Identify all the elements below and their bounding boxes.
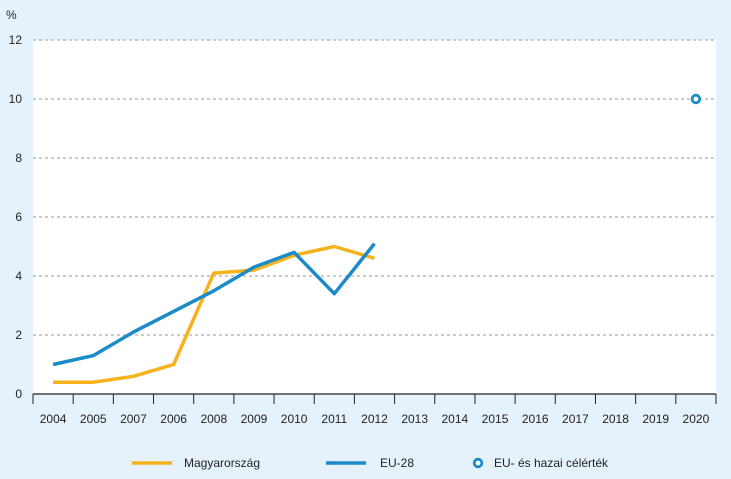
y-axis: 0 2 4 6 8 10 12 (9, 33, 23, 401)
y-unit-label: % (6, 8, 17, 22)
x-tick-label-2008: 2008 (200, 412, 227, 426)
x-axis: 2004 2005 2007 2006 2008 2009 2010 2011 2012 2013… (32, 393, 717, 426)
legend-marker-target (472, 457, 484, 469)
x-tick-label-2020: 2020 (683, 412, 710, 426)
x-tick-label-2019: 2019 (642, 412, 669, 426)
x-tick-label-2014: 2014 (442, 412, 469, 426)
series-line-magyarorszag (53, 244, 375, 384)
x-tick-label-2005: 2005 (80, 412, 107, 426)
legend-label-target: EU- és hazai célérték (494, 456, 609, 470)
y-tick-label-4: 4 (15, 269, 22, 283)
y-tick-label-12: 12 (9, 33, 23, 47)
x-tick-label-2018: 2018 (602, 412, 629, 426)
x-tick-label-2017: 2017 (562, 412, 589, 426)
x-tick-label-2006: 2006 (160, 412, 187, 426)
legend-label-eu-28: EU-28 (380, 456, 414, 470)
y-tick-label-10: 10 (9, 92, 23, 106)
y-tick-label-2: 2 (15, 328, 22, 342)
x-tick-label-2004: 2004 (40, 412, 67, 426)
legend: Magyarország EU-28 EU- és hazai célérték (132, 456, 609, 470)
x-tick-label-2016: 2016 (522, 412, 549, 426)
x-tick-label-2012: 2012 (361, 412, 388, 426)
target-point-2020 (690, 93, 702, 105)
x-tick-label-2007: 2007 (120, 412, 147, 426)
series-group (52, 242, 376, 384)
plot-area (33, 40, 716, 394)
y-tick-label-0: 0 (15, 387, 22, 401)
x-tick-label-2009: 2009 (241, 412, 268, 426)
y-tick-label-6: 6 (15, 210, 22, 224)
x-tick-label-2015: 2015 (482, 412, 509, 426)
targets-group (690, 93, 702, 105)
series-line-eu-28 (52, 242, 376, 367)
x-tick-label-2011: 2011 (321, 412, 347, 426)
y-tick-label-8: 8 (15, 151, 22, 165)
legend-label-magyarorszag: Magyarország (184, 456, 260, 470)
x-tick-label-2013: 2013 (401, 412, 428, 426)
x-tick-label-2010: 2010 (281, 412, 308, 426)
